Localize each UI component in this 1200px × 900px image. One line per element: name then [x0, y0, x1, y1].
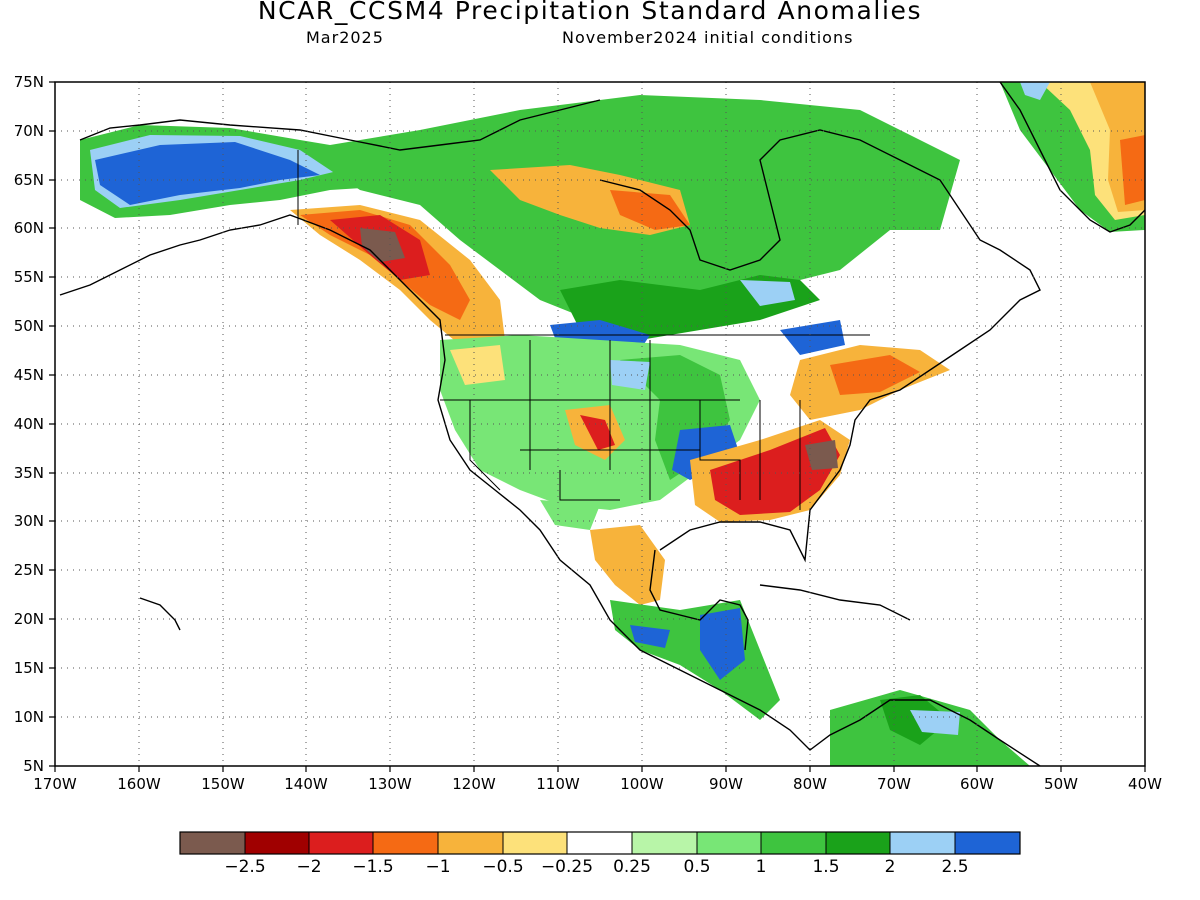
colorbar-swatch — [245, 832, 309, 854]
colorbar-swatch — [826, 832, 890, 854]
lon-label: 160W — [117, 775, 161, 793]
lon-label: 110W — [536, 775, 580, 793]
colorbar-label: −2 — [296, 857, 322, 877]
initial-conditions: November2024 initial conditions — [562, 28, 854, 47]
lat-label: 20N — [13, 610, 44, 628]
lon-label: 150W — [201, 775, 245, 793]
lon-label: 90W — [709, 775, 743, 793]
colorbar-label: 2.5 — [941, 857, 969, 877]
colorbar-label: 1.5 — [812, 857, 840, 877]
lon-label: 100W — [620, 775, 664, 793]
colorbar-swatch — [503, 832, 567, 854]
colorbar-swatch — [697, 832, 761, 854]
colorbar-label: 0.25 — [613, 857, 651, 877]
colorbar-label: −1.5 — [352, 857, 394, 877]
colorbar-swatch — [373, 832, 438, 854]
colorbar-label: 2 — [884, 857, 896, 877]
lat-label: 50N — [13, 317, 44, 335]
lon-label: 70W — [877, 775, 911, 793]
lat-label: 5N — [23, 757, 44, 775]
lat-label: 10N — [13, 708, 44, 726]
colorbar-swatch — [955, 832, 1020, 854]
lat-label: 15N — [13, 659, 44, 677]
lon-label: 120W — [452, 775, 496, 793]
colorbar-label: 1 — [755, 857, 767, 877]
lon-label: 170W — [33, 775, 77, 793]
colorbar-swatch — [632, 832, 697, 854]
political-boundaries — [297, 150, 870, 510]
lat-label: 55N — [13, 268, 44, 286]
colorbar-swatch — [761, 832, 826, 854]
lat-label: 70N — [13, 122, 44, 140]
colorbar-label: −2.5 — [224, 857, 266, 877]
valid-month: Mar2025 — [306, 28, 384, 47]
colorbar-swatch — [890, 832, 955, 854]
lon-label: 40W — [1128, 775, 1162, 793]
lat-label: 30N — [13, 512, 44, 530]
lon-label: 140W — [284, 775, 328, 793]
map-title: NCAR_CCSM4 Precipitation Standard Anomal… — [257, 0, 923, 25]
axis-ticks — [49, 81, 1146, 772]
lon-label: 80W — [793, 775, 827, 793]
lat-label: 25N — [13, 561, 44, 579]
lon-label: 50W — [1044, 775, 1078, 793]
coastlines — [59, 82, 1145, 766]
lat-label: 35N — [13, 464, 44, 482]
lat-label: 65N — [13, 171, 44, 189]
colorbar-label: −1 — [425, 857, 451, 877]
lon-label: 60W — [960, 775, 994, 793]
colorbar-swatch — [309, 832, 373, 854]
lat-label: 40N — [13, 415, 44, 433]
colorbar-label: −0.25 — [540, 857, 594, 877]
lon-label: 130W — [368, 775, 412, 793]
colorbar-swatch — [180, 832, 245, 854]
gridlines — [55, 82, 1145, 766]
anomaly-fields — [59, 82, 1145, 766]
lat-label: 60N — [13, 219, 44, 237]
colorbar-label: −0.5 — [482, 857, 524, 877]
lat-label: 75N — [13, 73, 44, 91]
colorbar — [179, 831, 1021, 855]
colorbar-swatch — [438, 832, 503, 854]
lat-label: 45N — [13, 366, 44, 384]
colorbar-label: 0.5 — [683, 857, 711, 877]
colorbar-swatch — [567, 832, 632, 854]
